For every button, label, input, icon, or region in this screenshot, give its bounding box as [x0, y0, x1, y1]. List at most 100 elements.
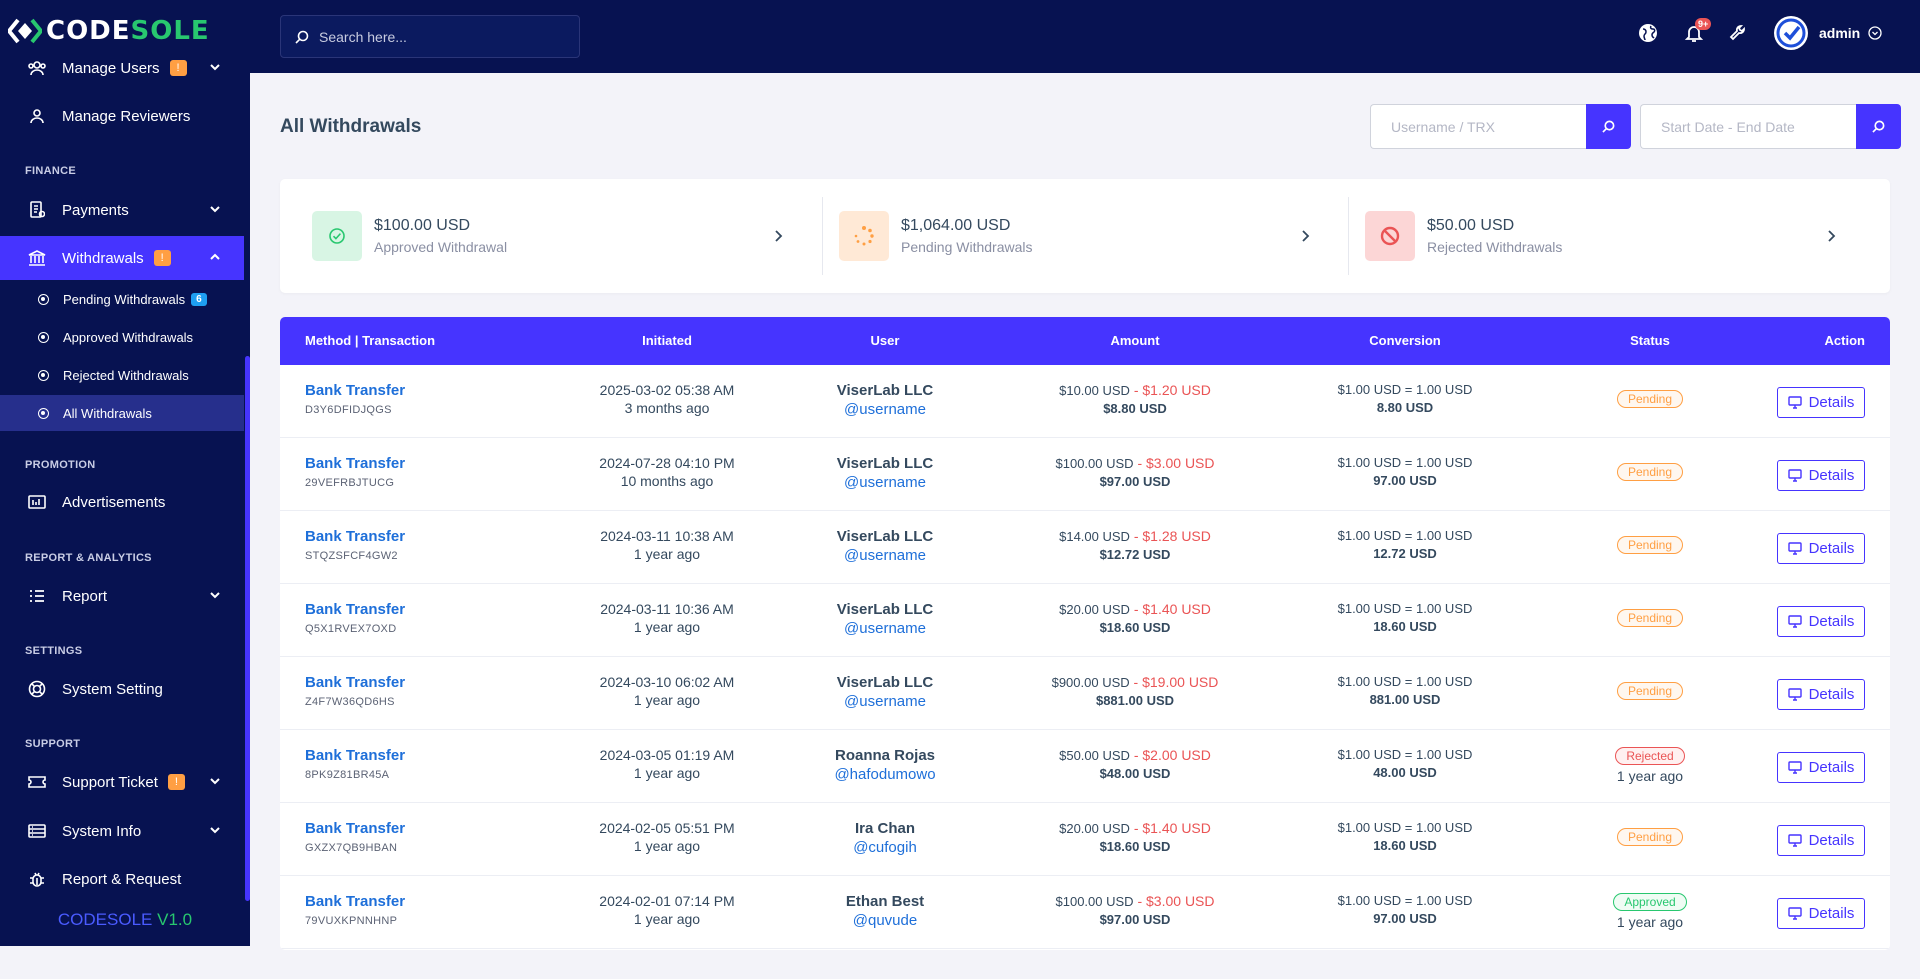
logo-text-code: CODE	[46, 16, 131, 46]
sidebar-item-label: Advertisements	[62, 493, 166, 511]
sidebar-subitem-rejected-withdrawals[interactable]: Rejected Withdrawals	[0, 357, 244, 393]
method-link[interactable]: Bank Transfer	[305, 674, 406, 691]
user-handle-link[interactable]: @username	[844, 693, 926, 710]
method-link[interactable]: Bank Transfer	[305, 893, 406, 910]
user-handle-link[interactable]: @cufogih	[853, 839, 917, 856]
net-amount: $18.60 USD	[1099, 839, 1171, 854]
user-cell: ViserLab LLC @username	[785, 674, 985, 710]
conversion-amount: 881.00 USD	[1369, 692, 1441, 707]
sidebar-subitem-pending-withdrawals[interactable]: Pending Withdrawals 6	[0, 281, 244, 317]
user-handle-link[interactable]: @username	[844, 547, 926, 564]
method-link[interactable]: Bank Transfer	[305, 382, 406, 399]
language-globe-icon[interactable]	[1637, 22, 1659, 44]
method-link[interactable]: Bank Transfer	[305, 820, 406, 837]
verified-check-icon	[1776, 18, 1806, 48]
chevron-down-icon	[210, 778, 220, 785]
transaction-id: STQZSFCF4GW2	[305, 550, 398, 562]
search-icon	[1872, 120, 1885, 133]
net-amount: $97.00 USD	[1099, 912, 1171, 927]
search-box[interactable]	[280, 15, 580, 58]
net-amount: $881.00 USD	[1095, 693, 1175, 708]
details-button[interactable]: Details	[1777, 460, 1865, 491]
details-button[interactable]: Details	[1777, 752, 1865, 783]
wrench-icon[interactable]	[1728, 22, 1750, 44]
sidebar-item-system-info[interactable]: System Info	[0, 809, 244, 853]
transaction-id: 29VEFRBJTUCG	[305, 477, 395, 489]
details-button[interactable]: Details	[1777, 825, 1865, 856]
initiated-date: 2025-03-02 05:38 AM	[599, 382, 735, 398]
user-fullname: Ira Chan	[854, 820, 915, 837]
sidebar-item-report-request[interactable]: Report & Request	[0, 857, 244, 901]
desktop-icon	[1787, 396, 1802, 409]
chevron-up-icon	[210, 253, 220, 260]
warning-badge: !	[153, 250, 171, 266]
sidebar-item-report[interactable]: Report	[0, 574, 244, 618]
sidebar-item-withdrawals[interactable]: Withdrawals !	[0, 236, 244, 280]
rejected-withdrawals-card[interactable]: $50.00 USD Rejected Withdrawals	[1333, 179, 1860, 293]
approved-withdrawal-card[interactable]: $100.00 USD Approved Withdrawal	[280, 179, 807, 293]
details-button[interactable]: Details	[1777, 533, 1865, 564]
method-link[interactable]: Bank Transfer	[305, 747, 406, 764]
conversion-cell: $1.00 USD = 1.00 USD 97.00 USD	[1280, 455, 1530, 488]
sidebar-subitem-all-withdrawals[interactable]: All Withdrawals	[0, 395, 244, 431]
sidebar-scrollbar[interactable]	[245, 356, 250, 901]
status-cell: Pending	[1585, 528, 1715, 554]
notification-bell-icon[interactable]: 9+	[1683, 18, 1712, 44]
status-badge: Pending	[1616, 682, 1684, 700]
search-icon	[1602, 120, 1615, 133]
user-cell: ViserLab LLC @username	[785, 382, 985, 418]
conversion-cell: $1.00 USD = 1.00 USD 12.72 USD	[1280, 528, 1530, 561]
search-input[interactable]	[319, 28, 559, 45]
date-range-input[interactable]	[1640, 104, 1856, 149]
status-badge: Pending	[1616, 609, 1684, 627]
sidebar-item-manage-reviewers[interactable]: Manage Reviewers	[0, 94, 244, 138]
column-header-status: Status	[1630, 333, 1670, 348]
table-row: Bank Transfer 29VEFRBJTUCG 2024-07-28 04…	[280, 438, 1890, 511]
initiated-ago: 1 year ago	[633, 692, 701, 708]
method-link[interactable]: Bank Transfer	[305, 455, 406, 472]
conversion-amount: 97.00 USD	[1373, 473, 1437, 488]
user-handle-link[interactable]: @username	[844, 401, 926, 418]
amount-separator: -	[1129, 674, 1143, 690]
stat-amount: $50.00 USD	[1427, 217, 1515, 234]
details-button[interactable]: Details	[1777, 606, 1865, 637]
method-link[interactable]: Bank Transfer	[305, 601, 406, 618]
details-button[interactable]: Details	[1777, 679, 1865, 710]
bug-icon	[26, 869, 48, 889]
conversion-amount: 97.00 USD	[1373, 911, 1437, 926]
method-link[interactable]: Bank Transfer	[305, 528, 406, 545]
sidebar-item-label: Report	[62, 587, 108, 605]
circle-dot-icon	[38, 369, 49, 381]
user-cell: ViserLab LLC @username	[785, 455, 985, 491]
user-handle-link[interactable]: @username	[844, 474, 926, 491]
details-button[interactable]: Details	[1777, 387, 1865, 418]
user-handle-link[interactable]: @hafodumowo	[834, 766, 936, 783]
date-search-button[interactable]	[1856, 104, 1901, 149]
sidebar-item-manage-users[interactable]: Manage Users !	[0, 46, 244, 90]
sidebar-subitem-approved-withdrawals[interactable]: Approved Withdrawals	[0, 319, 244, 355]
transaction-id: D3Y6DFIDJQGS	[305, 404, 392, 416]
section-report-analytics: REPORT & ANALYTICS	[25, 552, 152, 564]
user-handle-link[interactable]: @quvude	[852, 912, 918, 929]
net-amount: $48.00 USD	[1099, 766, 1171, 781]
sidebar-item-support-ticket[interactable]: Support Ticket !	[0, 760, 244, 804]
user-handle-link[interactable]: @username	[844, 620, 926, 637]
status-ago: 1 year ago	[1616, 768, 1684, 784]
withdrawals-table: Method | Transaction Initiated User Amou…	[280, 317, 1890, 950]
section-support: SUPPORT	[25, 738, 81, 750]
username-trx-input[interactable]	[1370, 104, 1586, 149]
user-menu[interactable]: admin	[1774, 16, 1882, 50]
sidebar-item-payments[interactable]: Payments	[0, 188, 244, 232]
logo[interactable]: CODESOLE	[8, 14, 210, 48]
conversion-cell: $1.00 USD = 1.00 USD 48.00 USD	[1280, 747, 1530, 780]
bank-icon	[26, 248, 48, 268]
chevron-right-icon	[775, 230, 783, 242]
details-button[interactable]: Details	[1777, 898, 1865, 929]
topbar: 9+ admin	[250, 0, 1920, 73]
username-search-button[interactable]	[1586, 104, 1631, 149]
sidebar-item-system-setting[interactable]: System Setting	[0, 667, 244, 711]
pending-withdrawals-card[interactable]: $1,064.00 USD Pending Withdrawals	[807, 179, 1334, 293]
initiated-ago: 1 year ago	[633, 546, 701, 562]
sidebar-item-advertisements[interactable]: Advertisements	[0, 480, 244, 524]
charge-value: $1.40 USD	[1142, 601, 1211, 617]
